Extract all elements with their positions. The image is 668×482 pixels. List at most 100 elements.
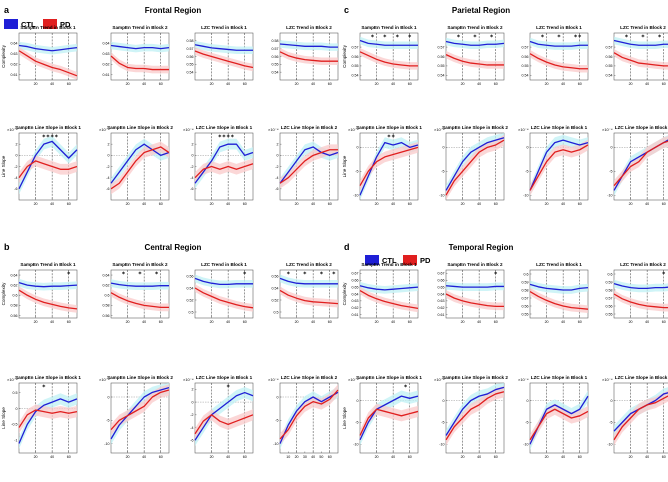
x-tick-label: 10 bbox=[286, 455, 290, 459]
x-tick-label: 60 bbox=[494, 455, 498, 459]
x-tick-label: 60 bbox=[408, 202, 412, 206]
band-ctl bbox=[360, 281, 418, 294]
x-tick-label: 20 bbox=[295, 82, 299, 86]
x-tick-label: 40 bbox=[311, 82, 315, 86]
subplot-b-6: SampEn Line Slope in Block 2×10⁻⁴ -10 -5 0 2… bbox=[99, 375, 173, 459]
series-line-pd bbox=[110, 146, 170, 190]
significance-star: * bbox=[231, 134, 235, 141]
x-tick-label: 60 bbox=[243, 82, 247, 86]
y-tick-label: 0 bbox=[16, 154, 18, 158]
y-tick-label: 0.56 bbox=[522, 304, 529, 308]
subplot-a-2: SampEn Trend in Block 2 0.61 0.62 0.63 0.64 2… bbox=[103, 25, 170, 86]
significance-star: * bbox=[473, 34, 477, 41]
panel-b-header: b Central Region bbox=[4, 242, 202, 252]
y-tick-label: 0.62 bbox=[352, 306, 359, 310]
significance-star: * bbox=[287, 271, 291, 278]
y-tick-label: 0.61 bbox=[438, 313, 445, 317]
y-tick-label: -10 bbox=[104, 442, 109, 446]
panel-a-header: a Frontal Region bbox=[4, 5, 201, 15]
subplot-title: SampEn Line Slope in Block 1 bbox=[15, 375, 81, 380]
x-tick-label: 40 bbox=[142, 320, 146, 324]
axis-exponent: ×10⁻⁴ bbox=[602, 377, 613, 382]
x-tick-label: 40 bbox=[226, 455, 230, 459]
y-tick-label: 0.56 bbox=[187, 274, 194, 278]
significance-star: * bbox=[490, 34, 494, 41]
significance-star: * bbox=[658, 34, 662, 41]
y-tick-label: -5 bbox=[275, 419, 278, 423]
series-line-pd bbox=[445, 391, 505, 441]
axis-exponent: ×10⁻⁴ bbox=[518, 127, 529, 132]
y-tick-label: 0 bbox=[192, 154, 194, 158]
subplot-title: SampEn Trend in Block 2 bbox=[112, 262, 168, 267]
x-tick-label: 60 bbox=[159, 320, 163, 324]
x-tick-label: 40 bbox=[226, 320, 230, 324]
subplot-title: SampEn Trend in Block 2 bbox=[447, 262, 503, 267]
y-tick-label: 0 bbox=[611, 399, 613, 403]
series-line-ctl bbox=[279, 277, 338, 285]
series-line-ctl bbox=[359, 141, 419, 196]
subplot-a-8: LZC Line Slope in Block 2×10⁻⁴ -6 -4 -2 0 2 20… bbox=[268, 125, 339, 206]
y-tick-label: 0 bbox=[108, 154, 110, 158]
subplot-b-8: LZC Line Slope in Block 2×10⁻⁴ -10 -5 0 10 20… bbox=[268, 375, 339, 459]
series-line-pd bbox=[110, 292, 169, 309]
y-tick-label: -10 bbox=[439, 194, 444, 198]
subplot-title: LZC Trend in Block 2 bbox=[286, 25, 332, 30]
y-tick-label: -2 bbox=[275, 165, 278, 169]
series-line-pd bbox=[279, 389, 339, 440]
y-tick-label: 0.65 bbox=[352, 285, 359, 289]
series-line-pd bbox=[279, 51, 338, 62]
y-tick-label: 0.6 bbox=[524, 272, 529, 276]
panel-letter-d: d bbox=[344, 242, 350, 252]
band-ctl bbox=[360, 36, 418, 49]
series-line-pd bbox=[110, 55, 169, 71]
band-ctl bbox=[614, 279, 668, 293]
series-line-pd bbox=[445, 293, 504, 307]
band-ctl bbox=[280, 40, 338, 51]
x-tick-label: 60 bbox=[67, 455, 71, 459]
y-tick-label: 0 bbox=[277, 395, 279, 399]
series-line-pd bbox=[194, 50, 254, 69]
subplot-b-4: LZC Trend in Block 2 0.5 0.52 0.54 0.56 20 40 6… bbox=[272, 262, 339, 324]
x-tick-label: 20 bbox=[34, 320, 38, 324]
y-tick-label: -2 bbox=[106, 165, 109, 169]
x-tick-label: 60 bbox=[243, 202, 247, 206]
subplot-title: LZC Line Slope in Block 1 bbox=[531, 125, 588, 130]
series-line-pd bbox=[529, 53, 588, 70]
axis-exponent: ×10⁻⁴ bbox=[518, 377, 529, 382]
band-pd bbox=[19, 46, 77, 80]
subplot-b-1: SampEn Trend in Block 1 Complexity 0.56 0.5… bbox=[1, 262, 78, 324]
axis-exponent: ×10⁻⁴ bbox=[183, 377, 194, 382]
y-tick-label: -6 bbox=[190, 439, 193, 443]
y-tick-label: 0.58 bbox=[187, 39, 194, 43]
y-tick-label: 0 bbox=[443, 146, 445, 150]
band-pd bbox=[360, 48, 418, 70]
y-tick-label: 0.55 bbox=[438, 64, 445, 68]
y-tick-label: -6 bbox=[190, 187, 193, 191]
y-tick-label: 0.54 bbox=[272, 286, 279, 290]
x-tick-label: 60 bbox=[243, 320, 247, 324]
significance-star: * bbox=[218, 134, 222, 141]
x-tick-label: 60 bbox=[494, 82, 498, 86]
x-tick-label: 60 bbox=[408, 82, 412, 86]
series-line-ctl bbox=[194, 277, 253, 286]
series-line-ctl bbox=[18, 44, 78, 52]
band-pd bbox=[614, 390, 668, 446]
y-tick-label: 0.64 bbox=[11, 273, 18, 277]
y-tick-label: -1 bbox=[14, 439, 17, 443]
axis-exponent: ×10⁻⁴ bbox=[99, 127, 110, 132]
series-line-pd bbox=[18, 50, 78, 77]
y-tick-label: -10 bbox=[353, 194, 358, 198]
y-tick-label: -5 bbox=[355, 170, 358, 174]
y-tick-label: 0 bbox=[527, 146, 529, 150]
x-tick-label: 20 bbox=[295, 320, 299, 324]
axis-exponent: ×10⁻⁴ bbox=[348, 127, 359, 132]
series-line-pd bbox=[359, 290, 419, 310]
series-line-ctl bbox=[110, 387, 170, 440]
subplot-title: LZC Trend in Block 1 bbox=[536, 25, 582, 30]
series-line-pd bbox=[445, 139, 505, 196]
panel-letter-c: c bbox=[344, 5, 349, 15]
axis-exponent: ×10⁻⁴ bbox=[268, 127, 279, 132]
x-tick-label: 40 bbox=[391, 455, 395, 459]
x-tick-label: 20 bbox=[375, 82, 379, 86]
series-line-ctl bbox=[529, 283, 589, 291]
